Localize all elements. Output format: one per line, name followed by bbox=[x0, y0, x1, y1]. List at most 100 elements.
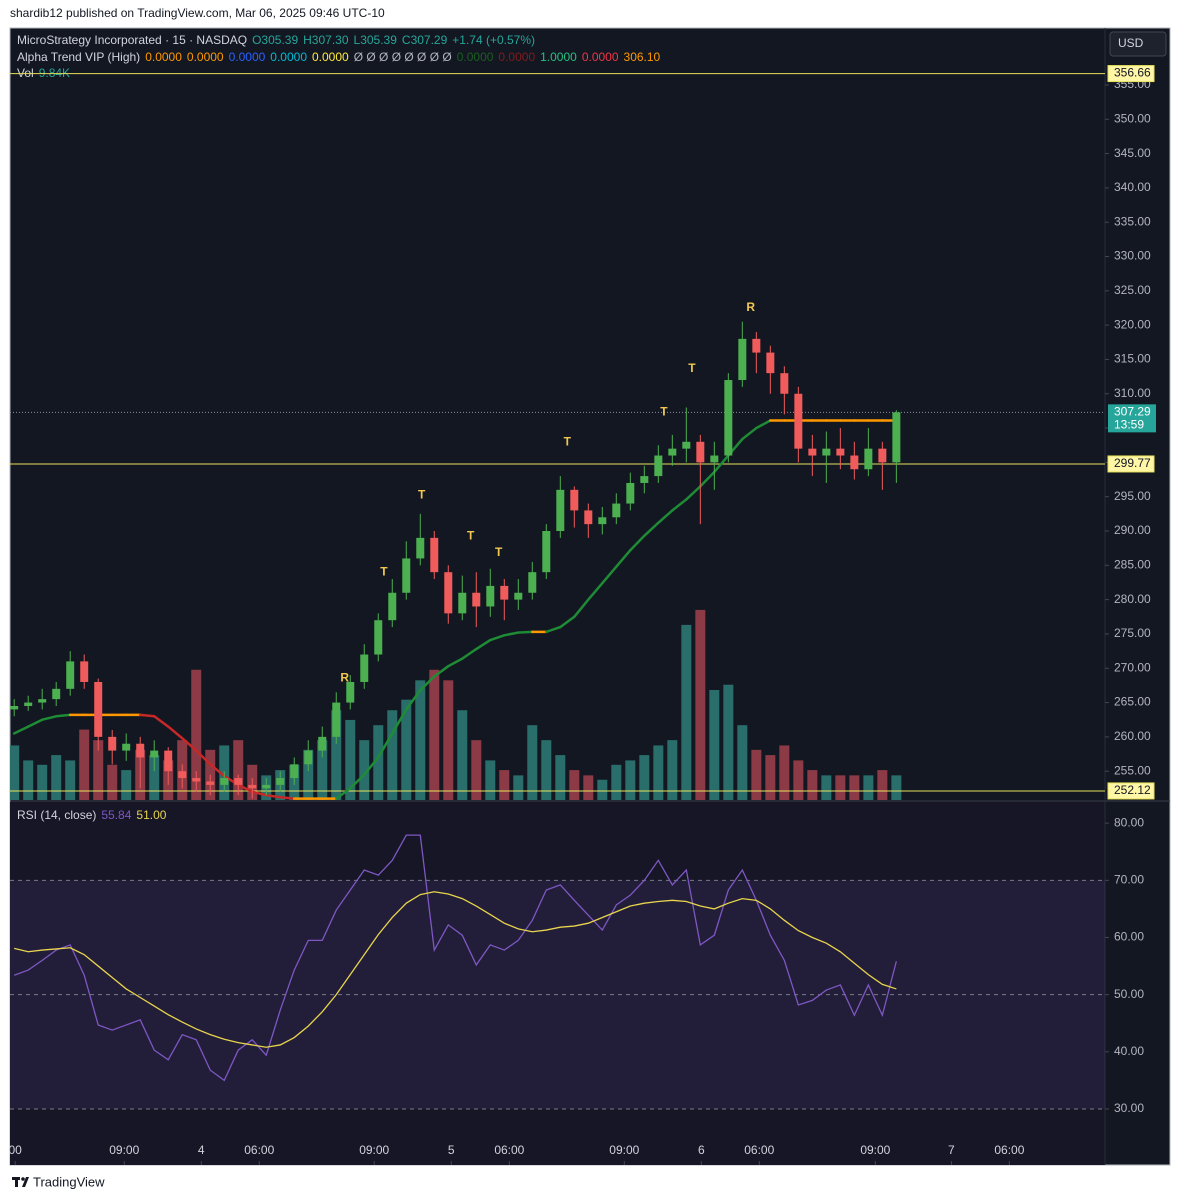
y-tick-label: 290.00 bbox=[1114, 523, 1151, 537]
currency-button[interactable] bbox=[1109, 31, 1167, 57]
volume-bar bbox=[303, 749, 314, 800]
trend-segment bbox=[166, 725, 184, 740]
volume-bar bbox=[415, 680, 426, 800]
candle-body bbox=[668, 448, 677, 456]
volume-bar bbox=[667, 740, 678, 800]
candle-body bbox=[542, 531, 551, 573]
candle-body bbox=[878, 448, 887, 463]
candle-body bbox=[612, 503, 621, 518]
candle-body bbox=[332, 702, 341, 737]
volume-bar bbox=[387, 710, 398, 800]
logo bbox=[12, 1177, 29, 1187]
trend-segment bbox=[587, 581, 604, 601]
y-tick-label: 295.00 bbox=[1114, 489, 1151, 503]
candle-body bbox=[556, 489, 565, 532]
trend-segment bbox=[601, 565, 618, 585]
volume-bar bbox=[149, 755, 160, 800]
volume-bar bbox=[555, 755, 566, 800]
candle-body bbox=[234, 778, 243, 785]
y-tick-label: 315.00 bbox=[1114, 352, 1151, 366]
candle-body bbox=[206, 781, 215, 785]
trend-segment bbox=[615, 548, 632, 568]
x-tick-label: 06:00 bbox=[494, 1143, 524, 1157]
indicator-value: 0.0000 bbox=[457, 50, 494, 64]
indicator-value: 0.0000 bbox=[187, 50, 224, 64]
y-tick-label: 335.00 bbox=[1114, 214, 1151, 228]
candle-body bbox=[458, 592, 467, 614]
candle-body bbox=[682, 441, 691, 449]
volume-bar bbox=[527, 725, 538, 800]
rsi-line bbox=[13, 834, 897, 1082]
candle-body bbox=[10, 705, 19, 710]
volume-bar bbox=[471, 740, 482, 800]
y-tick-label: 70.00 bbox=[1114, 872, 1144, 886]
trend-segment bbox=[699, 470, 716, 488]
y-tick-label: 260.00 bbox=[1114, 729, 1151, 743]
candle-body bbox=[66, 661, 75, 689]
indicator-name: Alpha Trend VIP (High) bbox=[17, 50, 140, 64]
trend-segment bbox=[377, 732, 394, 759]
price-tag-label: 307.29 bbox=[1114, 405, 1151, 419]
x-tick-label: 00 bbox=[9, 1143, 23, 1157]
volume-bar bbox=[877, 770, 888, 800]
y-tick-label: 280.00 bbox=[1114, 592, 1151, 606]
trend-segment bbox=[250, 790, 268, 797]
currency[interactable]: USD bbox=[1118, 36, 1144, 50]
candle-body bbox=[864, 448, 873, 470]
signal-label: T bbox=[564, 435, 572, 449]
candle-body bbox=[24, 702, 33, 706]
candle-body bbox=[276, 778, 285, 785]
volume-bar bbox=[65, 760, 76, 800]
indicator-value: 0.0000 bbox=[582, 50, 619, 64]
y-tick-label: 285.00 bbox=[1114, 557, 1151, 571]
candle-body bbox=[654, 455, 663, 477]
candle-body bbox=[290, 764, 299, 779]
signal-label: T bbox=[467, 529, 475, 543]
candle-body bbox=[122, 743, 131, 751]
candle-body bbox=[472, 592, 481, 607]
trend-segment bbox=[349, 773, 366, 790]
y-tick-label: 330.00 bbox=[1114, 249, 1151, 263]
signal-label: T bbox=[380, 564, 388, 578]
candle-body bbox=[892, 412, 901, 463]
candle-body bbox=[836, 448, 845, 456]
price-pane: R T T T T T T T R bbox=[10, 73, 1105, 800]
candle-body bbox=[346, 681, 355, 703]
candle-body bbox=[500, 585, 509, 600]
rsi-title: RSI (14, close) bbox=[17, 808, 96, 822]
x-tick-label: 7 bbox=[948, 1143, 955, 1157]
trend-segment bbox=[208, 763, 226, 778]
volume-bar bbox=[709, 690, 720, 800]
trend-segment bbox=[194, 749, 212, 766]
volume-bar bbox=[331, 710, 342, 800]
candle-body bbox=[262, 784, 271, 789]
signal-label: T bbox=[495, 545, 503, 559]
candle-body bbox=[402, 558, 411, 593]
indicator-value: 0.0000 bbox=[145, 50, 182, 64]
y-tick-label: 340.00 bbox=[1114, 180, 1151, 194]
y-tick-label: 40.00 bbox=[1114, 1044, 1144, 1058]
volume-bar bbox=[793, 760, 804, 800]
volume-bar bbox=[457, 710, 468, 800]
volume-bar bbox=[583, 775, 594, 800]
indicator-value: 306.10 bbox=[624, 50, 661, 64]
trend-segment bbox=[433, 664, 450, 678]
candle-body bbox=[710, 455, 719, 463]
logo-stem bbox=[15, 1177, 18, 1187]
candle-body bbox=[486, 585, 495, 607]
trend-segment bbox=[629, 534, 646, 552]
candle-body bbox=[192, 778, 201, 782]
high: H307.30 bbox=[303, 33, 349, 47]
candle-body bbox=[514, 592, 523, 600]
rsi-ma-last: 51.00 bbox=[136, 808, 166, 822]
x-tick-label: 09:00 bbox=[860, 1143, 890, 1157]
y-tick-label: 50.00 bbox=[1114, 987, 1144, 1001]
candle-body bbox=[794, 393, 803, 449]
candle-body bbox=[808, 448, 817, 456]
indicator-value: Ø Ø Ø Ø Ø Ø Ø Ø bbox=[354, 50, 452, 64]
x-tick-label: 4 bbox=[198, 1143, 205, 1157]
trend-segment bbox=[475, 638, 492, 651]
logo-slash bbox=[22, 1177, 29, 1187]
trend-segment bbox=[278, 796, 296, 800]
signal-label: T bbox=[688, 361, 696, 375]
